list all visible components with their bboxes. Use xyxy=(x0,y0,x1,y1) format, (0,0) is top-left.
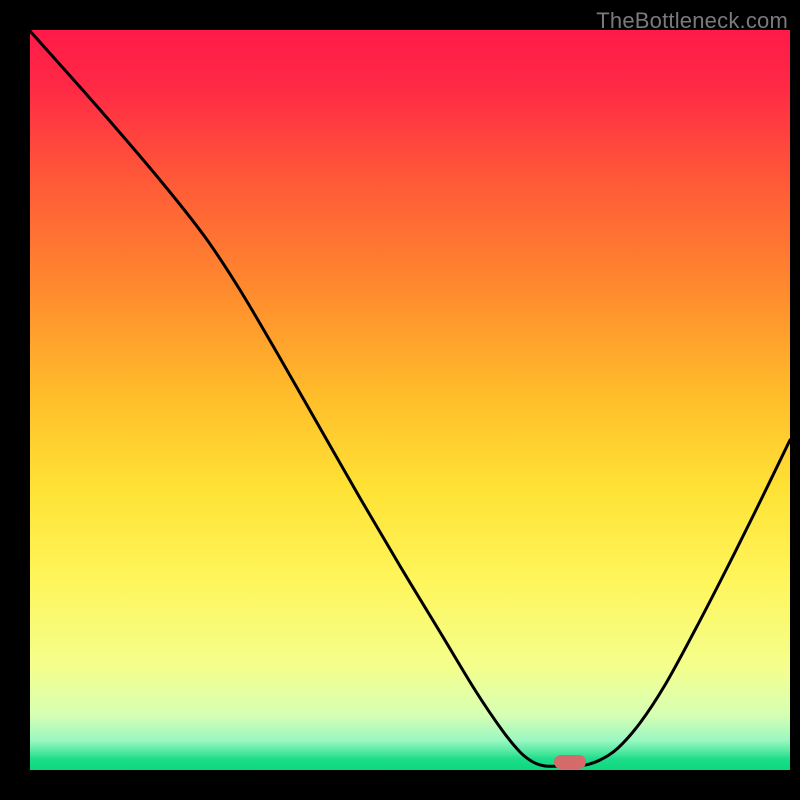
watermark-text: TheBottleneck.com xyxy=(596,8,788,34)
chart-svg xyxy=(0,0,800,800)
bottleneck-chart: TheBottleneck.com xyxy=(0,0,800,800)
optimal-marker xyxy=(554,755,586,769)
plot-area xyxy=(30,30,790,770)
